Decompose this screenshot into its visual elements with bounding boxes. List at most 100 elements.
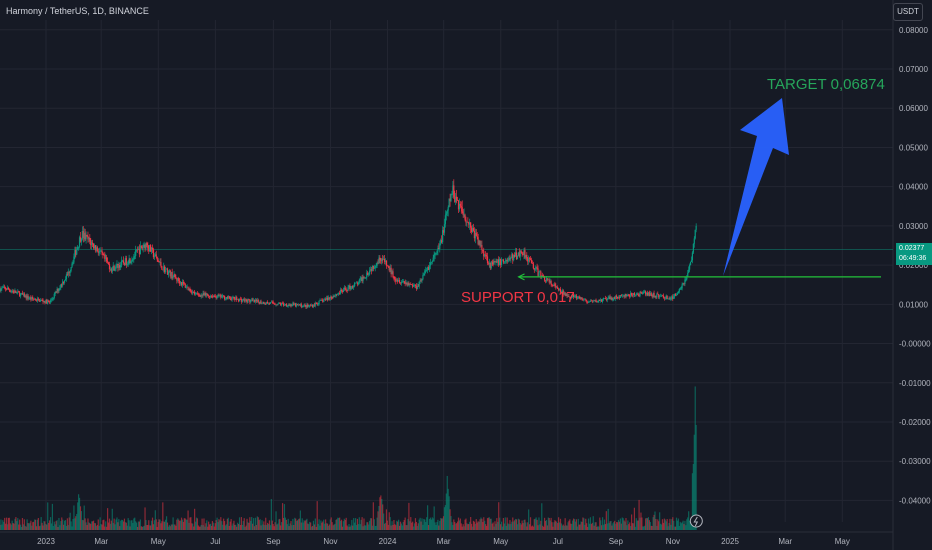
volume-bar xyxy=(338,517,340,530)
candle-body xyxy=(253,299,256,302)
volume-bar xyxy=(632,523,635,530)
candle-body xyxy=(599,299,601,301)
volume-bar xyxy=(433,506,435,530)
candle-body xyxy=(542,275,544,276)
volume-bar xyxy=(512,517,514,530)
candle-body xyxy=(471,228,474,233)
volume-bar xyxy=(187,510,189,530)
volume-bar xyxy=(454,521,456,530)
volume-bar xyxy=(76,513,78,530)
candle-body xyxy=(408,283,410,285)
volume-bar xyxy=(372,502,374,530)
volume-bar xyxy=(269,525,272,530)
volume-bar xyxy=(450,516,452,530)
candle-body xyxy=(370,269,373,271)
volume-bar xyxy=(90,524,92,530)
candle-body xyxy=(661,295,664,297)
volume-bar xyxy=(321,522,323,530)
candle-body xyxy=(364,277,366,279)
candle-body xyxy=(380,259,382,262)
volume-bar xyxy=(282,517,285,530)
volume-bar xyxy=(43,520,45,530)
volume-bar xyxy=(313,524,315,530)
volume-bar xyxy=(572,520,574,530)
candle-body xyxy=(498,259,500,266)
volume-bar xyxy=(34,519,36,530)
candle-body xyxy=(469,222,471,225)
volume-bar xyxy=(60,521,62,530)
candle-body xyxy=(48,300,50,302)
candle-body xyxy=(493,261,495,265)
volume-bar xyxy=(579,524,581,530)
candle-body xyxy=(476,235,478,238)
candle-body xyxy=(7,287,10,290)
candle-body xyxy=(631,293,633,295)
volume-bar xyxy=(140,526,142,530)
candle-body xyxy=(306,304,308,308)
volume-bar xyxy=(516,524,519,530)
volume-bar xyxy=(371,525,374,530)
candle-body xyxy=(285,304,287,307)
volume-bar xyxy=(588,523,591,530)
candle-body xyxy=(33,298,35,300)
candle-body xyxy=(410,284,412,285)
candle-body xyxy=(568,296,570,297)
candle-body xyxy=(37,298,39,300)
volume-bar xyxy=(296,520,299,530)
candle-body xyxy=(559,288,562,293)
volume-bar xyxy=(316,501,318,530)
candle-body xyxy=(160,261,162,267)
candle-body xyxy=(200,294,202,297)
y-axis-tick-label: 0.01000 xyxy=(899,300,928,309)
candle-body xyxy=(658,294,660,298)
candle-body xyxy=(224,299,227,300)
volume-bar xyxy=(541,503,543,530)
candle-body xyxy=(449,198,451,201)
volume-bar xyxy=(5,523,7,530)
candle-body xyxy=(492,262,494,265)
volume-bar xyxy=(59,525,61,530)
volume-bar xyxy=(166,522,169,530)
candle-body xyxy=(244,299,246,302)
volume-bar xyxy=(463,526,465,530)
volume-bar xyxy=(436,522,438,530)
volume-bar xyxy=(95,526,97,530)
candle-body xyxy=(582,299,584,301)
volume-bar xyxy=(425,522,427,530)
volume-bar xyxy=(165,516,168,530)
volume-bar xyxy=(488,517,490,530)
candle-body xyxy=(591,300,593,302)
candle-body xyxy=(607,297,609,299)
volume-bar xyxy=(311,525,314,530)
candle-body xyxy=(75,250,77,255)
volume-bar xyxy=(615,523,617,530)
volume-bar xyxy=(469,521,471,530)
candle-body xyxy=(215,296,217,298)
volume-bar xyxy=(637,520,639,530)
candle-body xyxy=(511,254,513,258)
candle-body xyxy=(144,244,146,249)
volume-bar xyxy=(475,519,477,530)
candle-body xyxy=(400,282,403,284)
candle-body xyxy=(284,304,286,306)
volume-bar xyxy=(142,526,144,530)
volume-bar xyxy=(350,525,352,530)
candle-body xyxy=(534,268,536,270)
volume-bar xyxy=(258,520,260,530)
candle-body xyxy=(295,303,297,307)
candle-body xyxy=(504,261,506,262)
candle-body xyxy=(122,260,125,264)
candle-body xyxy=(688,269,690,273)
volume-bar xyxy=(0,519,2,530)
volume-bar xyxy=(405,525,407,530)
volume-bar xyxy=(432,518,434,530)
candle-body xyxy=(509,258,511,259)
currency-button[interactable]: USDT xyxy=(893,3,923,21)
volume-bar xyxy=(184,518,186,530)
y-axis-tick-label: 0.02000 xyxy=(899,261,928,270)
candle-body xyxy=(390,267,392,275)
volume-bar xyxy=(102,520,104,530)
volume-bar xyxy=(275,511,277,530)
volume-bar xyxy=(631,523,634,530)
